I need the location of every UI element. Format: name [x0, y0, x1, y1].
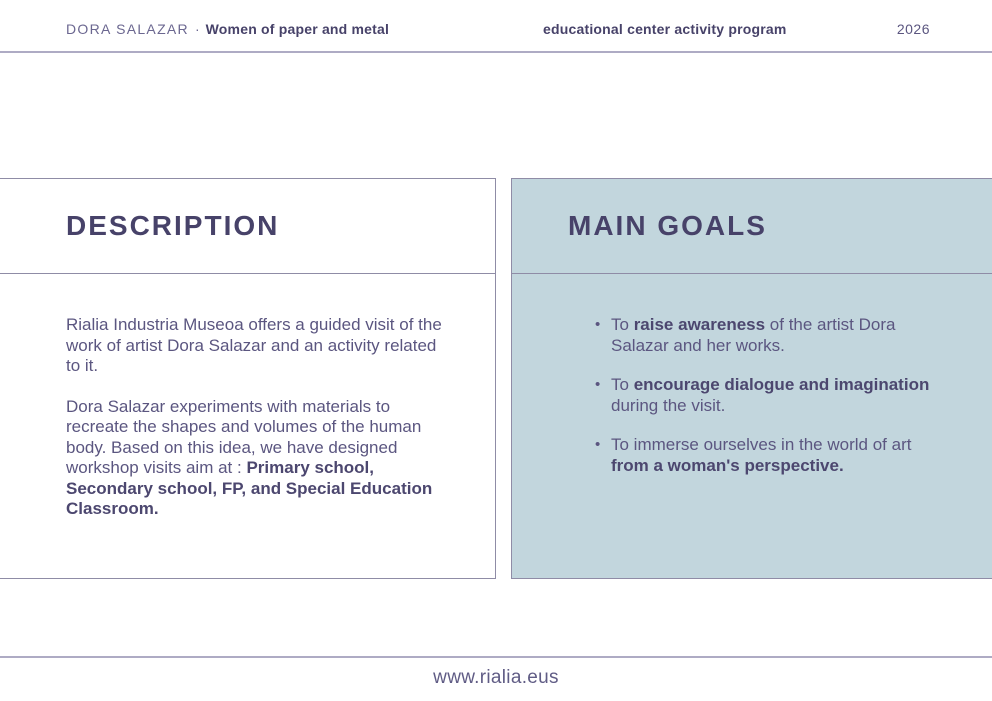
description-paragraph: Dora Salazar experiments with materials …	[66, 397, 451, 520]
goals-title: MAIN GOALS	[568, 210, 767, 241]
goal-item: • To encourage dialogue and imagination d…	[595, 375, 933, 416]
footer-url: www.rialia.eus	[433, 667, 559, 688]
goal-text: To immerse ourselves in the world of art	[611, 435, 912, 454]
footer-divider	[0, 656, 992, 658]
goals-list: • To raise awareness of the artist Dora S…	[595, 315, 933, 476]
bullet-icon: •	[595, 436, 601, 453]
goals-title-row: MAIN GOALS	[512, 179, 992, 274]
goal-text: To	[611, 375, 634, 394]
header-program: educational center activity program	[543, 21, 787, 37]
description-paragraph: Rialia Industria Museoa offers a guided …	[66, 315, 451, 377]
header-title-group: DORA SALAZAR · Women of paper and metal	[66, 21, 389, 37]
goal-text: during the visit.	[611, 395, 726, 415]
header-separator: ·	[194, 21, 200, 37]
goals-body: • To raise awareness of the artist Dora S…	[512, 274, 992, 476]
description-text: Rialia Industria Museoa offers a guided …	[66, 315, 442, 375]
description-text-bold: Primary school, Secondary school, FP, an…	[66, 458, 433, 518]
goal-item: • To immerse ourselves in the world of ar…	[595, 435, 933, 476]
description-panel: DESCRIPTION Rialia Industria Museoa offe…	[0, 178, 496, 579]
goal-text: of the artist Dora Salazar and her works…	[611, 315, 896, 355]
goal-text-bold: from a woman's perspective.	[611, 455, 844, 475]
goals-panel: MAIN GOALS • To raise awareness of the ar…	[511, 178, 992, 579]
bullet-icon: •	[595, 376, 601, 393]
header: DORA SALAZAR · Women of paper and metal ed…	[0, 0, 992, 53]
goal-text-bold: encourage dialogue and imagination	[633, 375, 930, 394]
description-text: Dora Salazar experiments with materials …	[66, 396, 422, 478]
goal-item: • To raise awareness of the artist Dora S…	[595, 315, 933, 356]
description-title: DESCRIPTION	[66, 210, 280, 241]
header-author: DORA SALAZAR	[66, 21, 189, 37]
description-title-row: DESCRIPTION	[0, 179, 495, 274]
goal-text: To	[611, 315, 634, 334]
description-body: Rialia Industria Museoa offers a guided …	[0, 274, 495, 520]
bullet-icon: •	[595, 316, 601, 333]
header-work-title: Women of paper and metal	[205, 21, 390, 37]
goal-text-bold: raise awareness	[633, 315, 766, 334]
header-year: 2026	[896, 21, 930, 37]
